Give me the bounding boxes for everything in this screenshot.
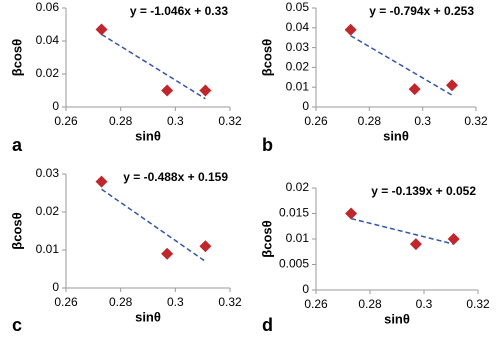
x-tick-label: 0.3 <box>414 114 431 128</box>
x-tick-label: 0.26 <box>54 114 78 128</box>
x-tick-label: 0.26 <box>54 295 78 309</box>
panel-label: a <box>12 135 23 155</box>
y-axis-label: βcosθ <box>259 220 274 257</box>
panel-label: b <box>262 135 273 155</box>
x-tick-label: 0.26 <box>304 114 328 128</box>
data-point <box>161 247 174 260</box>
y-tick-label: 0.06 <box>36 0 60 14</box>
y-tick-label: 0.01 <box>36 242 60 256</box>
y-tick-label: 0.04 <box>36 33 60 47</box>
y-tick-label: 0.04 <box>286 20 310 34</box>
y-axis-label: βcosθ <box>9 212 24 249</box>
data-point <box>344 23 357 36</box>
trendline <box>101 33 206 100</box>
x-tick-label: 0.3 <box>167 114 184 128</box>
trendline <box>350 35 453 96</box>
x-axis-label: sinθ <box>383 128 409 143</box>
y-tick-label: 0.03 <box>36 166 60 180</box>
x-tick-label: 0.3 <box>167 295 184 309</box>
x-tick-label: 0.28 <box>109 114 133 128</box>
equation: y = -0.794x + 0.253 <box>369 4 474 18</box>
equation: y = -0.488x + 0.159 <box>123 170 228 184</box>
y-tick-label: 0.015 <box>279 206 309 220</box>
equation: y = -0.139x + 0.052 <box>371 184 476 198</box>
data-point <box>199 84 212 97</box>
data-point <box>345 207 358 220</box>
data-point <box>95 175 108 188</box>
y-tick-label: 0.02 <box>286 60 310 74</box>
y-tick-label: 0 <box>302 99 309 113</box>
y-axis-label: βcosθ <box>9 39 24 76</box>
y-tick-label: 0.01 <box>286 231 310 245</box>
x-axis-label: sinθ <box>384 311 410 326</box>
x-tick-label: 0.32 <box>466 297 490 311</box>
data-point <box>199 240 212 253</box>
x-tick-label: 0.28 <box>109 295 133 309</box>
equation: y = -1.046x + 0.33 <box>130 4 228 18</box>
x-axis-label: sinθ <box>135 309 161 324</box>
y-tick-label: 0.02 <box>36 66 60 80</box>
x-tick-label: 0.26 <box>304 297 328 311</box>
data-point <box>408 83 421 96</box>
x-tick-label: 0.32 <box>218 295 242 309</box>
trendline <box>350 217 454 245</box>
panel-label: c <box>12 315 22 335</box>
x-tick-label: 0.32 <box>464 114 488 128</box>
x-tick-label: 0.28 <box>358 297 382 311</box>
data-point <box>446 79 458 92</box>
trendline <box>101 188 206 263</box>
data-point <box>161 84 174 97</box>
y-tick-label: 0.02 <box>36 204 60 218</box>
x-tick-label: 0.28 <box>358 114 382 128</box>
y-tick-label: 0.02 <box>286 180 310 194</box>
y-tick-label: 0.01 <box>286 79 310 93</box>
y-tick-label: 0 <box>52 280 59 294</box>
x-tick-label: 0.32 <box>218 114 242 128</box>
panel-label: d <box>262 315 273 335</box>
y-tick-label: 0.03 <box>286 40 310 54</box>
x-axis-label: sinθ <box>135 128 161 143</box>
data-point <box>447 233 460 245</box>
data-point <box>409 238 422 251</box>
y-tick-label: 0 <box>52 99 59 113</box>
y-tick-label: 0 <box>302 282 309 296</box>
y-tick-label: 0.005 <box>279 257 309 271</box>
data-point <box>95 23 108 36</box>
y-tick-label: 0.05 <box>286 0 310 14</box>
x-tick-label: 0.3 <box>416 297 433 311</box>
y-axis-label: βcosθ <box>259 39 274 76</box>
